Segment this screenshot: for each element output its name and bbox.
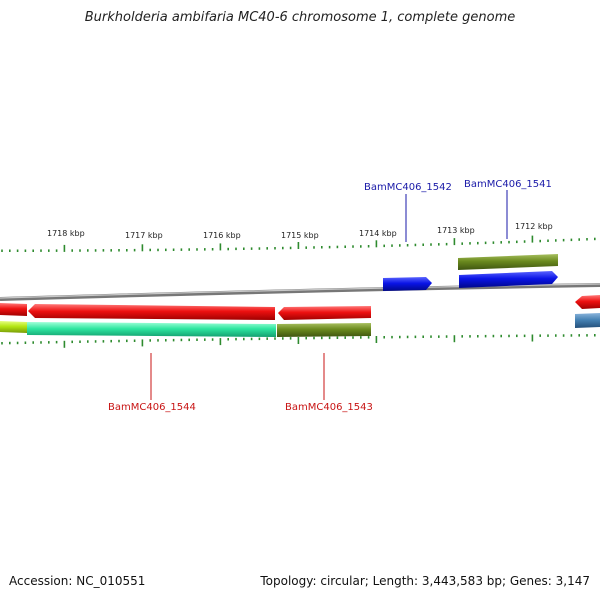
scale-label-1714: 1714 kbp: [359, 229, 397, 238]
scale-label-1718: 1718 kbp: [47, 229, 85, 238]
scale-labels: 1718 kbp 1717 kbp 1716 kbp 1715 kbp 1714…: [47, 222, 553, 240]
scale-label-1712: 1712 kbp: [515, 222, 553, 231]
scale-label-1717: 1717 kbp: [125, 231, 163, 240]
gene-bammc406-1541-arrow[interactable]: [459, 271, 558, 288]
gene-label-bammc406-1544[interactable]: BamMC406_1544: [108, 402, 196, 413]
gene-bammc406-1543-arrow[interactable]: [278, 306, 371, 320]
scale-label-1713: 1713 kbp: [437, 226, 475, 235]
gene-bammc406-1544-green[interactable]: [27, 322, 276, 337]
scale-label-1716: 1716 kbp: [203, 231, 241, 240]
gene-right-edge-steel[interactable]: [575, 313, 600, 328]
gene-left-edge-yellow[interactable]: [0, 321, 27, 333]
gene-left-edge-red[interactable]: [0, 303, 27, 316]
accession-text: Accession: NC_010551: [9, 574, 146, 588]
gene-bammc406-1541-olive[interactable]: [458, 254, 558, 270]
gene-bammc406-1544-arrow[interactable]: [28, 304, 275, 320]
gene-bammc406-1543-olive[interactable]: [277, 323, 371, 337]
map-title: Burkholderia ambifaria MC40-6 chromosome…: [84, 10, 516, 25]
scale-ticks-reverse: [1, 334, 596, 348]
gene-label-bammc406-1541[interactable]: BamMC406_1541: [464, 179, 552, 190]
gene-right-edge-red[interactable]: [575, 295, 600, 309]
gene-label-bammc406-1542[interactable]: BamMC406_1542: [364, 182, 452, 193]
genome-summary-text: Topology: circular; Length: 3,443,583 bp…: [260, 574, 590, 588]
gene-bammc406-1542-arrow[interactable]: [383, 277, 432, 291]
gene-label-bammc406-1543[interactable]: BamMC406_1543: [285, 402, 373, 413]
chromosome-backbone: [0, 283, 600, 301]
scale-label-1715: 1715 kbp: [281, 231, 319, 240]
scale-ticks-forward: [1, 235, 596, 252]
